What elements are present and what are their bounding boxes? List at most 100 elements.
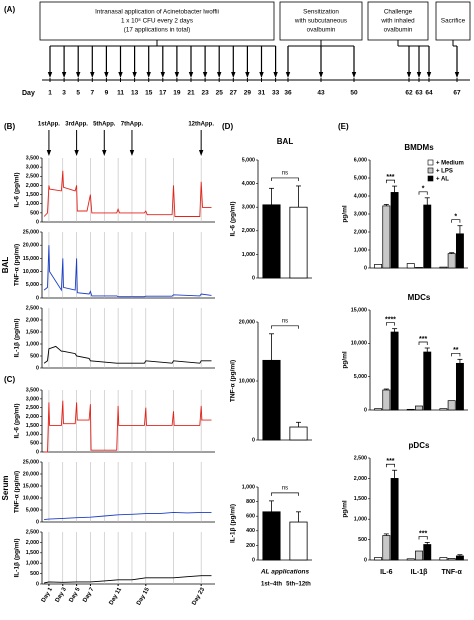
day-label: Day bbox=[22, 90, 35, 97]
chart-title: pDCs bbox=[409, 441, 430, 450]
y-tick-label: 2,000 bbox=[26, 183, 39, 189]
phase-text: Intranasal application of Acinetobacter … bbox=[95, 9, 219, 16]
y-tick-label: 0 bbox=[364, 265, 367, 271]
y-tick-label: 2,500 bbox=[26, 529, 39, 535]
y-axis-title: pg/ml bbox=[342, 205, 349, 223]
arrow-head bbox=[351, 72, 357, 78]
arrow-head bbox=[454, 72, 460, 78]
arrow-head bbox=[217, 72, 222, 78]
significance-label: ns bbox=[282, 318, 288, 324]
significance-label: *** bbox=[419, 336, 427, 343]
arrow-head bbox=[47, 72, 53, 78]
arrow-head bbox=[129, 150, 135, 156]
y-tick-label: 500 bbox=[30, 441, 39, 447]
y-tick-label: 3,000 bbox=[354, 211, 367, 217]
y-tick-label: 3,500 bbox=[26, 387, 39, 393]
y-tick-label: 0 bbox=[36, 519, 39, 525]
row-label: Serum bbox=[1, 476, 10, 501]
day-number: 17 bbox=[159, 90, 167, 97]
y-tick-label: 15,000 bbox=[351, 307, 367, 313]
arrow-head bbox=[76, 72, 81, 78]
significance-bracket bbox=[271, 492, 299, 496]
day-number: 33 bbox=[272, 90, 280, 97]
day-number: 31 bbox=[258, 90, 266, 97]
y-tick-label: 5,000 bbox=[26, 282, 39, 288]
y-tick-label: 2,000 bbox=[242, 228, 255, 234]
legend-swatch bbox=[427, 167, 434, 174]
phase-text: with subcutaneous bbox=[294, 18, 347, 25]
significance-bracket bbox=[418, 341, 428, 345]
arrow-head bbox=[198, 150, 204, 156]
x-tick-label: Day 15 bbox=[136, 586, 151, 606]
y-tick-label: 10,000 bbox=[23, 495, 39, 501]
bar bbox=[262, 511, 281, 561]
x-tick-label: Day 23 bbox=[191, 586, 206, 606]
data-line bbox=[43, 575, 212, 584]
significance-label: *** bbox=[419, 530, 427, 537]
arrow-head bbox=[74, 150, 79, 156]
y-tick-label: 5,000 bbox=[354, 374, 367, 380]
chart-title: MDCs bbox=[408, 293, 431, 302]
day-number: 43 bbox=[317, 90, 325, 97]
phase-text: 1 x 10⁸ CFU every 2 days bbox=[121, 18, 193, 25]
y-tick-label: 4,000 bbox=[242, 181, 255, 187]
significance-bracket bbox=[385, 179, 395, 184]
y-tick-label: 0 bbox=[364, 557, 367, 563]
y-axis-title: IL-1β (pg/ml) bbox=[230, 504, 237, 543]
data-line bbox=[44, 511, 212, 521]
x-tick-label: IL-1β bbox=[411, 569, 428, 576]
arrow-head bbox=[318, 72, 324, 78]
phase-box bbox=[279, 1, 363, 41]
arrow-head bbox=[61, 72, 67, 78]
data-line bbox=[44, 400, 212, 453]
y-tick-label: 3,000 bbox=[26, 396, 39, 402]
bar bbox=[423, 204, 432, 269]
bar bbox=[406, 408, 415, 411]
phase-text: (17 applications in total) bbox=[124, 27, 191, 34]
day-number: 50 bbox=[350, 90, 358, 97]
bar bbox=[262, 359, 281, 441]
x-tick-label: Day 5 bbox=[68, 586, 82, 603]
y-tick-label: 1,000 bbox=[354, 247, 367, 253]
phase-text: with inhaled bbox=[380, 18, 415, 25]
bar bbox=[423, 544, 432, 561]
y-tick-label: 6,000 bbox=[354, 157, 367, 163]
arrow-head bbox=[146, 72, 151, 78]
day-number: 29 bbox=[244, 90, 252, 97]
day-number: 23 bbox=[201, 90, 209, 97]
significance-bracket bbox=[385, 322, 395, 326]
significance-label: * bbox=[454, 214, 457, 221]
y-tick-label: 10,000 bbox=[239, 378, 255, 384]
significance-bracket bbox=[271, 177, 299, 181]
y-tick-label: 500 bbox=[30, 571, 39, 577]
bar bbox=[415, 405, 423, 411]
significance-label: **** bbox=[385, 317, 396, 324]
legend-swatch bbox=[427, 175, 434, 182]
y-tick-label: 20,000 bbox=[239, 319, 255, 325]
arrow-head bbox=[174, 72, 180, 78]
legend-swatch bbox=[427, 159, 434, 166]
y-tick-label: 500 bbox=[358, 537, 367, 543]
y-tick-label: 400 bbox=[246, 528, 255, 534]
application-label: 12thApp. bbox=[188, 122, 214, 128]
y-tick-label: 600 bbox=[246, 514, 255, 520]
day-number: 27 bbox=[230, 90, 238, 97]
y-tick-label: 1,500 bbox=[26, 423, 39, 429]
x-tick-label: Day 7 bbox=[82, 586, 96, 603]
panel-label: (B) bbox=[4, 122, 15, 131]
significance-bracket bbox=[451, 219, 461, 223]
bar bbox=[406, 263, 415, 269]
y-tick-label: 5,000 bbox=[354, 175, 367, 181]
bar bbox=[447, 400, 456, 411]
y-tick-label: 2,000 bbox=[26, 317, 39, 323]
bar bbox=[439, 266, 448, 269]
x-tick-label: TNF-α bbox=[442, 569, 463, 576]
phase-text: ovalbumin bbox=[307, 27, 336, 34]
bar bbox=[439, 557, 448, 561]
day-number: 5 bbox=[76, 90, 80, 97]
y-tick-label: 1,500 bbox=[354, 496, 367, 502]
y-axis-title: IL-6 (pg/ml) bbox=[14, 172, 21, 207]
y-tick-label: 0 bbox=[36, 295, 39, 301]
significance-bracket bbox=[385, 463, 395, 468]
